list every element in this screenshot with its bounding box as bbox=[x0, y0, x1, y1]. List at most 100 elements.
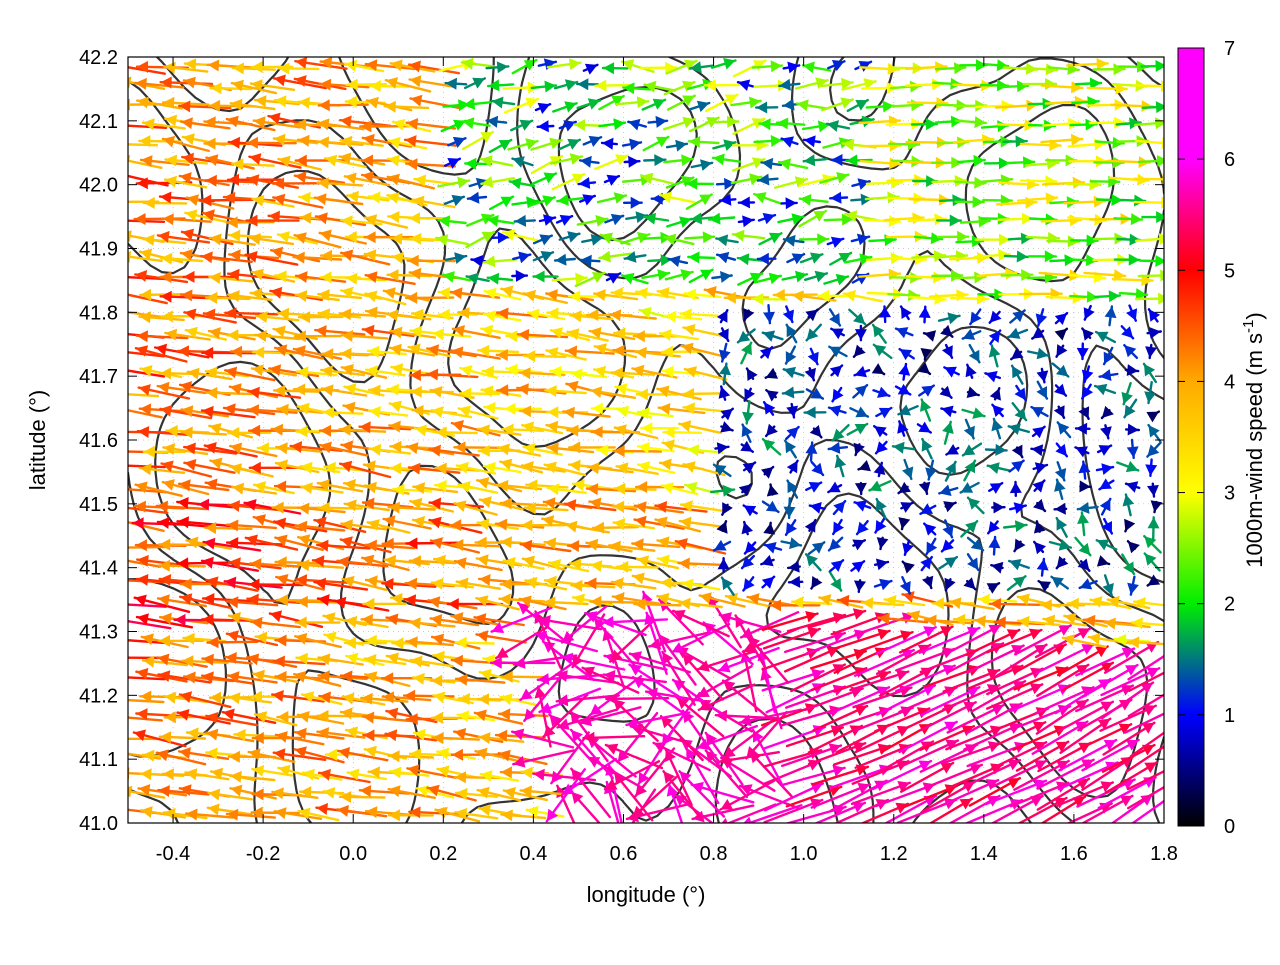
wind-vector-head bbox=[1023, 156, 1034, 168]
wind-vector-head bbox=[184, 309, 196, 321]
wind-vector-shaft bbox=[1134, 179, 1173, 180]
wind-vector-head bbox=[249, 153, 261, 165]
wind-vector-head bbox=[341, 215, 353, 227]
wind-vector-head bbox=[393, 119, 405, 131]
wind-vector-head bbox=[167, 425, 178, 437]
wind-vector-head bbox=[689, 136, 700, 148]
wind-vector-head bbox=[295, 633, 307, 645]
wind-vector-head bbox=[679, 558, 690, 570]
wind-vector-head bbox=[477, 477, 489, 489]
wind-vector-shaft bbox=[1136, 238, 1170, 241]
wind-vector-head bbox=[439, 309, 450, 321]
wind-vector-head bbox=[110, 671, 121, 683]
wind-vector-head bbox=[345, 60, 357, 72]
wind-vector-head bbox=[274, 656, 285, 668]
wind-vector-head bbox=[703, 231, 714, 243]
wind-vector-head bbox=[252, 765, 264, 777]
colorbar-label-sup: -1 bbox=[1240, 320, 1257, 333]
wind-vector-head bbox=[519, 367, 530, 379]
wind-vector-head bbox=[852, 561, 864, 572]
wind-vector-head bbox=[1141, 100, 1152, 112]
wind-vector-head bbox=[113, 711, 124, 723]
wind-vector-head bbox=[836, 172, 848, 184]
wind-vector-head bbox=[628, 119, 640, 131]
wind-vector-head bbox=[521, 767, 533, 779]
y-axis-label: latitude (°) bbox=[25, 390, 50, 491]
wind-vector-head bbox=[766, 424, 778, 436]
wind-vector-head bbox=[465, 158, 476, 170]
wind-vector-head bbox=[255, 330, 266, 342]
wind-vector-head bbox=[993, 502, 1004, 514]
wind-vector-head bbox=[1013, 576, 1025, 588]
wind-vector-head bbox=[181, 289, 192, 301]
wind-vector-head bbox=[1155, 60, 1166, 72]
wind-vector-head bbox=[471, 255, 483, 267]
wind-vector-shaft bbox=[1129, 664, 1182, 691]
wind-vector-head bbox=[908, 138, 919, 150]
wind-vector-head bbox=[810, 502, 822, 514]
wind-vector-head bbox=[1131, 213, 1142, 225]
wind-vector-shaft bbox=[115, 394, 158, 397]
wind-vector-head bbox=[249, 748, 261, 760]
wind-vector-head bbox=[366, 271, 378, 283]
wind-vector-head bbox=[389, 421, 401, 433]
colorbar-tick-label: 7 bbox=[1224, 38, 1235, 60]
wind-vector-head bbox=[569, 460, 581, 472]
wind-vector-head bbox=[1046, 63, 1057, 75]
y-tick-label: 42.1 bbox=[79, 111, 118, 133]
x-tick-label: 0.8 bbox=[700, 843, 728, 865]
wind-vector-head bbox=[248, 404, 259, 416]
wind-vector-head bbox=[138, 426, 149, 438]
colorbar-tick-label: 6 bbox=[1224, 149, 1235, 171]
wind-vector-head bbox=[956, 250, 967, 262]
wind-vector-head bbox=[679, 598, 691, 610]
wind-vector-head bbox=[436, 463, 447, 475]
wind-vector-head bbox=[277, 404, 288, 416]
wind-vector-head bbox=[815, 271, 827, 283]
x-tick-label: 1.4 bbox=[970, 843, 998, 865]
wind-vector-head bbox=[137, 330, 148, 342]
wind-vector-head bbox=[117, 306, 129, 318]
colorbar bbox=[1178, 48, 1204, 826]
wind-vector-head bbox=[143, 234, 155, 246]
wind-vector-head bbox=[803, 62, 815, 74]
wind-vector-head bbox=[144, 446, 155, 458]
wind-vector-head bbox=[688, 251, 699, 263]
wind-vector-head bbox=[967, 386, 979, 398]
wind-vector-head bbox=[1009, 424, 1021, 436]
wind-vector-head bbox=[137, 574, 149, 586]
wind-vector-head bbox=[1076, 423, 1087, 435]
wind-vector-head bbox=[521, 540, 533, 552]
wind-vector-head bbox=[586, 539, 598, 551]
wind-vector-head bbox=[140, 768, 151, 780]
wind-vector-head bbox=[295, 171, 307, 183]
wind-vector-head bbox=[587, 309, 598, 321]
wind-vector-head bbox=[464, 98, 476, 110]
wind-vector-head bbox=[947, 313, 959, 325]
wind-vector-head bbox=[518, 329, 529, 341]
wind-vector-head bbox=[613, 118, 625, 130]
wind-vector-head bbox=[183, 133, 195, 145]
wind-vector-head bbox=[1055, 503, 1066, 515]
colorbar-label: 1000m-wind speed (m s-1) bbox=[1240, 312, 1267, 567]
wind-vector-head bbox=[723, 58, 735, 70]
wind-vector-head bbox=[450, 519, 461, 531]
wind-vector-head bbox=[183, 633, 194, 645]
wind-vector-head bbox=[669, 255, 681, 267]
x-tick-label: 0.2 bbox=[429, 843, 457, 865]
wind-vector-head bbox=[764, 402, 775, 414]
wind-vector-head bbox=[766, 501, 779, 512]
wind-vector-head bbox=[111, 459, 122, 471]
wind-vector-head bbox=[763, 523, 775, 535]
wind-vector-head bbox=[853, 608, 865, 620]
wind-vector-head bbox=[270, 287, 282, 299]
wind-vector-head bbox=[722, 578, 733, 590]
wind-vector-head bbox=[143, 750, 154, 762]
wind-vector-head bbox=[483, 654, 495, 666]
wind-vector-head bbox=[406, 578, 417, 590]
wind-vector-head bbox=[392, 637, 403, 649]
wind-vector-shaft bbox=[113, 716, 162, 720]
wind-vector-head bbox=[603, 62, 614, 74]
wind-vector-head bbox=[120, 786, 132, 798]
wind-vector-head bbox=[233, 63, 244, 75]
